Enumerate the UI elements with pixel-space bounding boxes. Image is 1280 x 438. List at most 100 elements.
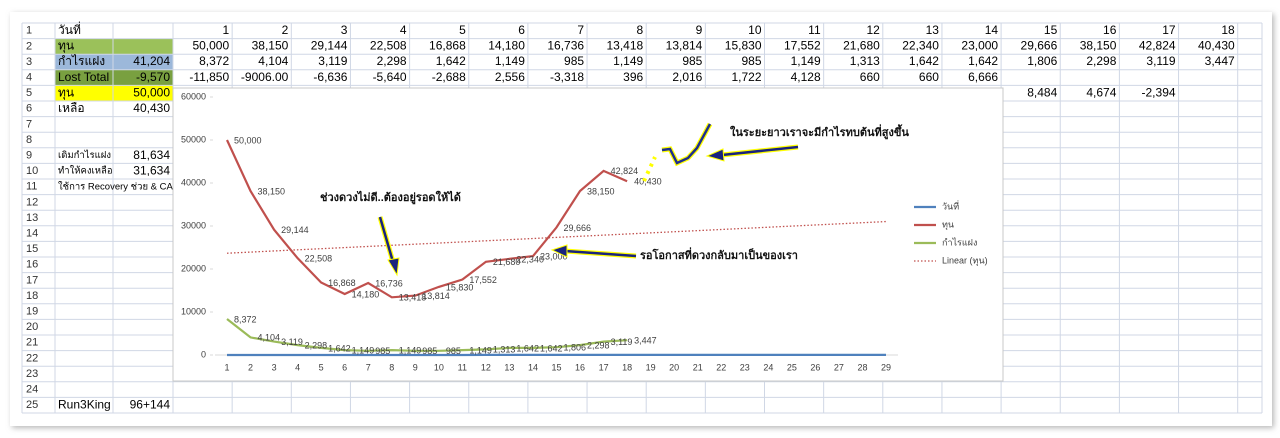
cell-text: 1 <box>222 23 229 37</box>
cell-text: 9 <box>696 23 703 37</box>
cell-text: 1,642 <box>909 54 939 68</box>
row-number: 9 <box>26 150 32 162</box>
row-number: 5 <box>26 87 32 99</box>
x-tick-label: 15 <box>551 362 561 372</box>
data-label: 22,508 <box>305 254 333 264</box>
cell-text: เดิมกำไรแฝง <box>58 149 111 161</box>
cell-text: 8,372 <box>199 54 229 68</box>
cell-text: 81,634 <box>133 148 170 162</box>
cell-text: 11 <box>808 23 821 37</box>
data-label: 1,149 <box>352 345 375 355</box>
row-number: 13 <box>26 212 38 224</box>
cell-text: 40,430 <box>133 101 170 115</box>
cell-text: 3,119 <box>1146 54 1175 68</box>
cell-text: 2 <box>282 23 289 37</box>
data-label: 8,372 <box>234 314 257 324</box>
data-label: 1,642 <box>540 343 563 353</box>
cell-text: 14 <box>985 23 999 37</box>
cell-text: -9,570 <box>136 70 170 84</box>
cell-text: 2,016 <box>672 70 702 84</box>
annotation: ช่วงดวงไม่ดี..ต้องอยู่รอดให้ได้ <box>320 190 461 205</box>
legend-label: Linear (ทุน) <box>942 255 988 266</box>
cell-text: 42,824 <box>1139 39 1176 53</box>
arrow <box>705 144 799 162</box>
data-label: 16,868 <box>328 278 356 288</box>
cell-text: 23,000 <box>961 39 998 53</box>
x-tick-label: 4 <box>295 362 300 372</box>
cell-text: 1,722 <box>731 70 761 84</box>
cell-text: Run3King <box>58 397 111 411</box>
x-tick-label: 2 <box>248 362 253 372</box>
cell-text: 50,000 <box>133 85 170 99</box>
cell-text: 1,149 <box>495 54 525 68</box>
data-label: 1,806 <box>564 343 587 353</box>
cell-text: 985 <box>564 54 584 68</box>
x-tick-label: 26 <box>810 362 820 372</box>
row-number: 18 <box>26 290 38 302</box>
row-number: 7 <box>26 118 32 130</box>
cell-text: ใช้การ Recovery ช่วย & CASH <box>58 180 186 192</box>
x-tick-label: 18 <box>622 362 632 372</box>
cell-text: 29,666 <box>1021 39 1058 53</box>
cell-text: 22,340 <box>902 39 939 53</box>
legend-label: ทุน <box>942 219 954 230</box>
cell-text: 14,180 <box>488 39 525 53</box>
cell-text: 22,508 <box>370 39 407 53</box>
data-label: 42,824 <box>611 166 639 176</box>
cell-text: 16,868 <box>429 39 466 53</box>
x-tick-label: 24 <box>763 362 773 372</box>
cell-text: 6,666 <box>968 70 998 84</box>
cell-text: 38,150 <box>252 39 289 53</box>
row-number: 4 <box>26 72 32 84</box>
data-label: 985 <box>375 346 390 356</box>
row-number: 1 <box>26 25 32 37</box>
data-label: 3,119 <box>281 337 303 347</box>
cell-text: 660 <box>860 70 880 84</box>
x-tick-label: 28 <box>857 362 867 372</box>
data-label: 29,144 <box>281 225 309 235</box>
cell-text: 1,313 <box>850 54 880 68</box>
x-tick-label: 11 <box>458 362 467 372</box>
row-number: 8 <box>26 134 32 146</box>
row-number: 11 <box>26 181 37 193</box>
data-label: 14,180 <box>352 289 380 299</box>
cell-text: 50,000 <box>192 39 229 53</box>
x-tick-label: 10 <box>434 362 444 372</box>
cell-text: 13 <box>926 23 940 37</box>
row-number: 17 <box>26 274 38 286</box>
x-tick-label: 16 <box>575 362 585 372</box>
cell-text: 2,556 <box>495 70 525 84</box>
data-label: 3,447 <box>634 336 657 346</box>
y-tick-label: 30000 <box>181 220 206 230</box>
data-label: 1,313 <box>493 345 516 355</box>
data-label: 40,430 <box>634 177 662 187</box>
series-line <box>226 318 628 352</box>
cell-text: 40,430 <box>1198 39 1235 53</box>
y-tick-label: 20000 <box>181 263 206 273</box>
arrow <box>377 216 400 277</box>
row-number: 10 <box>26 165 38 177</box>
row-number: 2 <box>26 40 32 52</box>
x-tick-label: 27 <box>834 362 844 372</box>
legend-label: วันที่ <box>942 199 959 211</box>
data-label: 50,000 <box>234 135 262 145</box>
cell-text: 4,128 <box>791 70 821 84</box>
cell-text: -2,688 <box>432 70 466 84</box>
x-tick-label: 7 <box>366 362 371 372</box>
x-tick-label: 13 <box>504 362 514 372</box>
cell-text: 5 <box>459 23 466 37</box>
cell-text: 1,642 <box>968 54 998 68</box>
hand-line <box>661 123 712 165</box>
data-label: 16,736 <box>375 278 403 288</box>
cell-text: 2,298 <box>377 54 407 68</box>
cell-text: -6,636 <box>313 70 347 84</box>
cell-text: 18 <box>1221 23 1235 37</box>
x-tick-label: 25 <box>787 362 797 372</box>
data-label: 2,298 <box>587 340 610 350</box>
row-number: 16 <box>26 259 38 271</box>
x-tick-label: 12 <box>481 362 491 372</box>
cell-text: 1,642 <box>436 54 466 68</box>
row-number: 14 <box>26 228 38 240</box>
cell-text: 3,119 <box>318 54 347 68</box>
